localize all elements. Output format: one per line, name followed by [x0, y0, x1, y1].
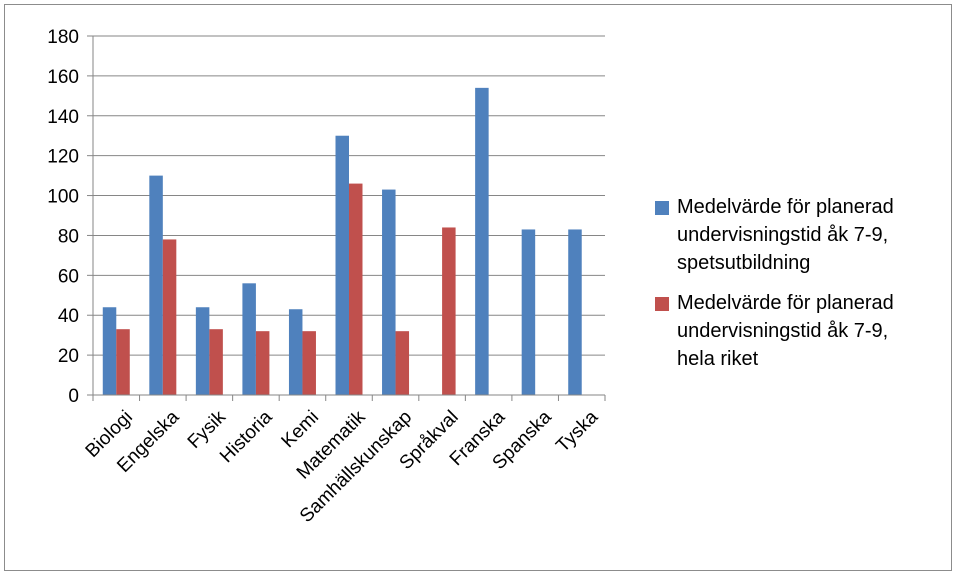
bar-spetsutbildning: [102, 307, 117, 395]
legend-item-spetsutbildning: Medelvärde för planerad undervisningstid…: [655, 193, 950, 277]
y-tick-label: 100: [47, 187, 79, 208]
x-tick-label: Historia: [216, 406, 277, 467]
y-tick-label: 20: [58, 346, 79, 367]
bar-chart: 0 20 40 60 80 100 120 140 160 180 BiologiEngelska…: [47, 27, 606, 527]
bar-spetsutbildning: [149, 175, 163, 395]
y-tick-label: 140: [47, 107, 79, 128]
y-tick-label: 40: [58, 306, 79, 327]
y-tick-label: 60: [58, 266, 79, 287]
legend-label: Medelvärde för planerad undervisningstid…: [677, 292, 894, 370]
bar-hela-riket: [302, 331, 316, 395]
y-tick-label: 180: [47, 27, 79, 48]
legend: Medelvärde för planerad undervisningstid…: [655, 193, 950, 385]
legend-item-hela-riket: Medelvärde för planerad undervisningstid…: [655, 289, 950, 373]
bar-hela-riket: [349, 183, 363, 395]
y-tick-label: 120: [47, 147, 79, 168]
bar-spetsutbildning: [568, 229, 582, 395]
bar-spetsutbildning: [521, 229, 536, 395]
bar-spetsutbildning: [382, 189, 396, 395]
bar-spetsutbildning: [475, 87, 489, 395]
legend-swatch-blue: [655, 201, 669, 215]
bar-hela-riket: [442, 227, 456, 395]
bars: [102, 87, 582, 395]
y-tick-label: 80: [58, 226, 79, 247]
bar-hela-riket: [395, 331, 410, 395]
bar-spetsutbildning: [242, 283, 256, 395]
bar-hela-riket: [162, 239, 177, 395]
bar-hela-riket: [209, 329, 223, 395]
y-tick-label: 160: [47, 67, 79, 88]
bar-spetsutbildning: [195, 307, 210, 395]
y-tick-labels: 0 20 40 60 80 100 120 140 160 180: [47, 27, 79, 407]
chart-frame: 0 20 40 60 80 100 120 140 160 180 Biologi Engelska…: [4, 4, 952, 571]
bar-spetsutbildning: [288, 309, 303, 395]
legend-label: Medelvärde för planerad undervisningstid…: [677, 196, 894, 274]
x-tick-label: Tyska: [552, 406, 602, 456]
legend-swatch-red: [655, 297, 669, 311]
axes: [87, 35, 606, 401]
bar-hela-riket: [116, 329, 130, 395]
bar-spetsutbildning: [335, 135, 349, 395]
y-tick-label: 0: [68, 386, 79, 407]
bar-hela-riket: [255, 331, 270, 395]
